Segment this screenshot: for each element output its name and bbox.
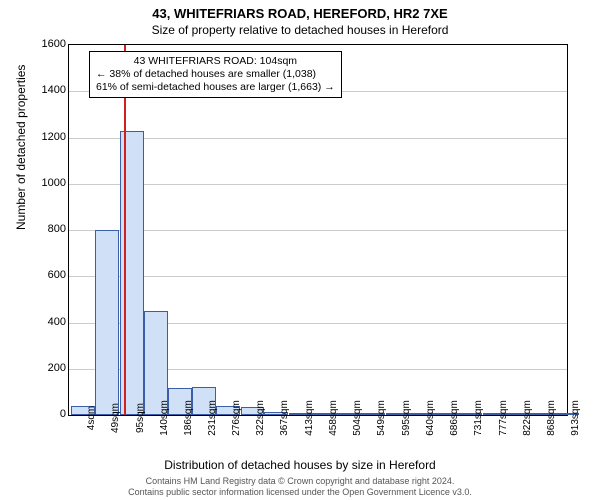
attribution-line-1: Contains HM Land Registry data © Crown c… — [0, 476, 600, 487]
x-tick-label: 413sqm — [304, 400, 315, 436]
info-line-3: 61% of semi-detached houses are larger (… — [96, 81, 335, 94]
x-tick-label: 913sqm — [570, 400, 581, 436]
info-line-1: 43 WHITEFRIARS ROAD: 104sqm — [96, 55, 335, 68]
grid-line — [69, 184, 567, 185]
x-tick-label: 49sqm — [110, 403, 121, 433]
x-tick-label: 777sqm — [498, 400, 509, 436]
y-tick-label: 600 — [26, 269, 66, 281]
y-tick-label: 0 — [26, 408, 66, 420]
y-tick-label: 1600 — [26, 38, 66, 50]
x-tick-label: 367sqm — [279, 400, 290, 436]
x-tick-label: 231sqm — [207, 400, 218, 436]
x-tick-label: 822sqm — [522, 400, 533, 436]
chart-plot-area: 43 WHITEFRIARS ROAD: 104sqm ← 38% of det… — [68, 44, 568, 416]
x-tick-label: 322sqm — [255, 400, 266, 436]
x-tick-label: 140sqm — [159, 400, 170, 436]
grid-line — [69, 276, 567, 277]
x-tick-label: 4sqm — [86, 406, 97, 430]
histogram-bar — [95, 230, 119, 415]
x-tick-label: 186sqm — [183, 400, 194, 436]
x-tick-label: 640sqm — [425, 400, 436, 436]
y-tick-label: 800 — [26, 223, 66, 235]
x-tick-label: 595sqm — [401, 400, 412, 436]
page-title: 43, WHITEFRIARS ROAD, HEREFORD, HR2 7XE — [0, 0, 600, 21]
info-callout-box: 43 WHITEFRIARS ROAD: 104sqm ← 38% of det… — [89, 51, 342, 98]
info-line-2: ← 38% of detached houses are smaller (1,… — [96, 68, 335, 81]
grid-line — [69, 230, 567, 231]
y-tick-label: 1000 — [26, 177, 66, 189]
x-tick-label: 868sqm — [546, 400, 557, 436]
histogram-bar — [120, 131, 144, 415]
x-tick-label: 549sqm — [376, 400, 387, 436]
x-tick-label: 95sqm — [135, 403, 146, 433]
y-tick-label: 400 — [26, 316, 66, 328]
grid-line — [69, 138, 567, 139]
x-axis-label: Distribution of detached houses by size … — [0, 458, 600, 472]
x-tick-label: 731sqm — [473, 400, 484, 436]
y-tick-label: 200 — [26, 362, 66, 374]
attribution-line-2: Contains public sector information licen… — [0, 487, 600, 498]
x-tick-label: 686sqm — [449, 400, 460, 436]
attribution-text: Contains HM Land Registry data © Crown c… — [0, 476, 600, 498]
y-tick-label: 1400 — [26, 84, 66, 96]
x-tick-label: 504sqm — [352, 400, 363, 436]
x-tick-label: 458sqm — [328, 400, 339, 436]
y-tick-label: 1200 — [26, 131, 66, 143]
page-subtitle: Size of property relative to detached ho… — [0, 21, 600, 37]
property-marker-line — [124, 45, 126, 415]
x-tick-label: 276sqm — [231, 400, 242, 436]
